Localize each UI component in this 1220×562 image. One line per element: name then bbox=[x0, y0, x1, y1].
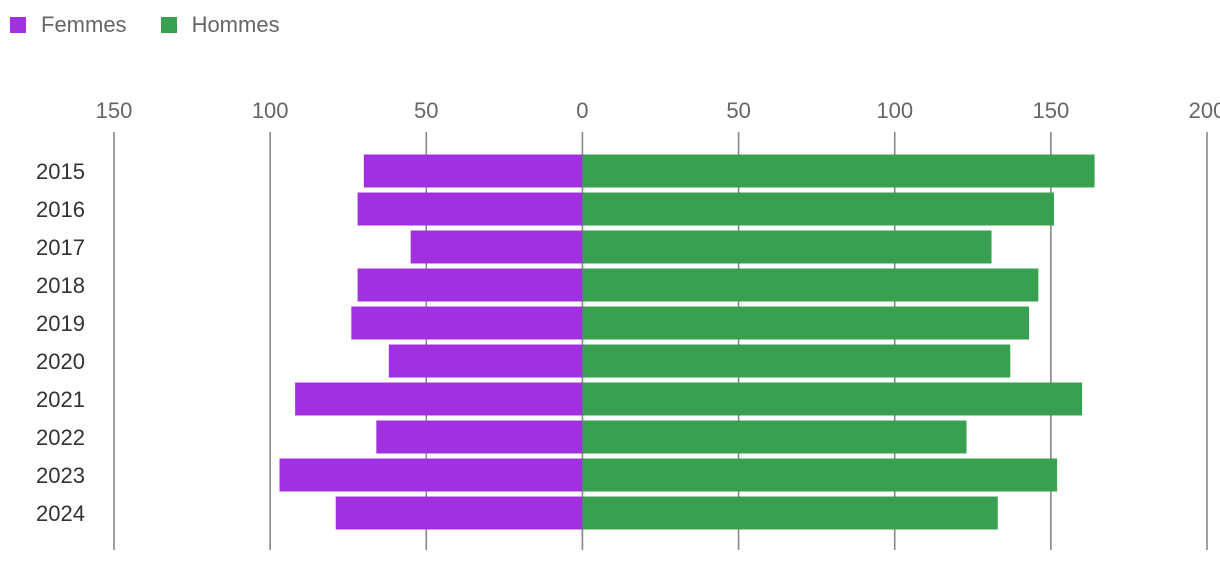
bar-hommes-2020[interactable] bbox=[582, 344, 1011, 378]
bar-hommes-2021[interactable] bbox=[582, 382, 1083, 416]
bar-femmes-2023[interactable] bbox=[279, 458, 583, 492]
category-label-2023: 2023 bbox=[36, 463, 85, 488]
bar-hommes-2016[interactable] bbox=[582, 192, 1054, 226]
x-tick-label-3: 0 bbox=[576, 98, 588, 123]
legend-label-hommes: Hommes bbox=[191, 12, 280, 37]
legend-swatch-hommes bbox=[160, 17, 177, 33]
x-tick-label-5: 100 bbox=[876, 98, 913, 123]
bar-femmes-2019[interactable] bbox=[351, 306, 583, 340]
category-label-2018: 2018 bbox=[36, 273, 85, 298]
bar-hommes-2018[interactable] bbox=[582, 268, 1039, 302]
bar-femmes-2020[interactable] bbox=[388, 344, 583, 378]
bar-femmes-2016[interactable] bbox=[357, 192, 583, 226]
category-label-2024: 2024 bbox=[36, 501, 85, 526]
bar-femmes-2024[interactable] bbox=[335, 496, 583, 530]
x-tick-label-0: 150 bbox=[96, 98, 133, 123]
category-label-2017: 2017 bbox=[36, 235, 85, 260]
category-label-2022: 2022 bbox=[36, 425, 85, 450]
legend: Femmes Hommes bbox=[10, 12, 280, 38]
legend-item-femmes[interactable]: Femmes bbox=[10, 12, 127, 38]
category-label-2021: 2021 bbox=[36, 387, 85, 412]
x-tick-label-7: 200 bbox=[1189, 98, 1220, 123]
legend-label-femmes: Femmes bbox=[41, 12, 127, 37]
bar-femmes-2018[interactable] bbox=[357, 268, 583, 302]
legend-swatch-femmes bbox=[10, 17, 26, 33]
bar-femmes-2022[interactable] bbox=[376, 420, 583, 454]
bar-hommes-2022[interactable] bbox=[582, 420, 967, 454]
bar-femmes-2017[interactable] bbox=[410, 230, 583, 264]
x-tick-label-6: 150 bbox=[1032, 98, 1069, 123]
category-label-2020: 2020 bbox=[36, 349, 85, 374]
bar-femmes-2015[interactable] bbox=[363, 154, 583, 188]
category-label-2019: 2019 bbox=[36, 311, 85, 336]
bar-hommes-2017[interactable] bbox=[582, 230, 992, 264]
legend-item-hommes[interactable]: Hommes bbox=[160, 12, 280, 38]
bar-hommes-2015[interactable] bbox=[582, 154, 1095, 188]
bar-femmes-2021[interactable] bbox=[295, 382, 583, 416]
category-label-2015: 2015 bbox=[36, 159, 85, 184]
x-tick-label-4: 50 bbox=[726, 98, 750, 123]
bar-hommes-2019[interactable] bbox=[582, 306, 1029, 340]
bar-hommes-2024[interactable] bbox=[582, 496, 998, 530]
x-tick-label-1: 100 bbox=[252, 98, 289, 123]
category-label-2016: 2016 bbox=[36, 197, 85, 222]
bar-hommes-2023[interactable] bbox=[582, 458, 1058, 492]
x-tick-label-2: 50 bbox=[414, 98, 438, 123]
